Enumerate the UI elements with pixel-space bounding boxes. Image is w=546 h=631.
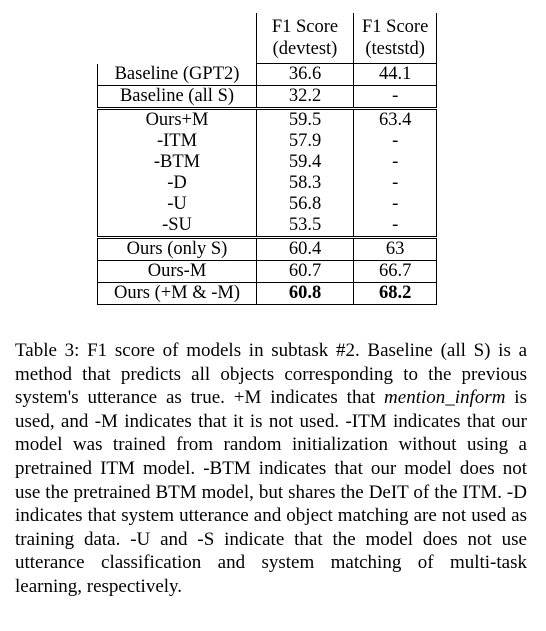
teststd-cell: - xyxy=(352,152,438,173)
table-row: Baseline (all S) 32.2 - xyxy=(97,85,438,109)
table-row: Ours (only S) 60.4 63 xyxy=(97,236,438,261)
devtest-cell: 36.6 xyxy=(256,63,354,86)
caption-text-part2: is used, and -M indicates that it is not… xyxy=(15,387,527,597)
header-cell-model xyxy=(98,13,257,64)
teststd-cell: - xyxy=(352,131,438,152)
model-name-cell: Ours-M xyxy=(97,260,257,283)
model-name-cell: -U xyxy=(97,194,257,215)
table-row: Baseline (GPT2) 36.6 44.1 xyxy=(97,63,438,86)
teststd-cell: - xyxy=(352,173,438,194)
header-devtest-line2: (devtest) xyxy=(272,39,338,59)
devtest-cell: 58.3 xyxy=(256,173,354,194)
model-name-cell: -D xyxy=(97,173,257,194)
devtest-cell: 60.4 xyxy=(256,236,354,261)
teststd-cell: 63.4 xyxy=(352,107,438,131)
header-cell-teststd: F1 Score (teststd) xyxy=(352,13,438,64)
teststd-cell: - xyxy=(352,85,438,109)
caption-text-part1: Table 3: F1 score of models in subtask #… xyxy=(15,340,527,409)
header-cell-devtest: F1 Score (devtest) xyxy=(256,13,354,64)
table-row: -ITM 57.9 - xyxy=(97,131,438,152)
teststd-cell-best: 68.2 xyxy=(352,282,438,305)
model-name-cell: -BTM xyxy=(97,152,257,173)
results-table: F1 Score (devtest) F1 Score (teststd) Ba… xyxy=(97,13,438,305)
teststd-cell: - xyxy=(352,194,438,215)
table-header-row: F1 Score (devtest) F1 Score (teststd) xyxy=(98,13,438,64)
devtest-cell: 59.5 xyxy=(256,107,354,131)
table-row-best: Ours (+M & -M) 60.8 68.2 xyxy=(97,282,438,305)
teststd-cell: 66.7 xyxy=(352,260,438,283)
model-name-cell: Ours (+M & -M) xyxy=(97,282,257,305)
model-name-cell: Ours (only S) xyxy=(97,236,257,261)
table-caption: Table 3: F1 score of models in subtask #… xyxy=(15,339,527,599)
table-row: -BTM 59.4 - xyxy=(97,152,438,173)
devtest-cell: 57.9 xyxy=(256,131,354,152)
devtest-cell: 53.5 xyxy=(256,215,354,238)
model-name-cell: -ITM xyxy=(97,131,257,152)
teststd-cell: 44.1 xyxy=(352,63,438,86)
caption-emphasis: mention_inform xyxy=(384,387,506,409)
table-row: Ours-M 60.7 66.7 xyxy=(97,260,438,283)
teststd-cell: 63 xyxy=(352,236,438,261)
teststd-cell: - xyxy=(352,215,438,238)
devtest-cell: 60.7 xyxy=(256,260,354,283)
model-name-cell: Ours+M xyxy=(97,107,257,131)
devtest-cell: 32.2 xyxy=(256,85,354,109)
devtest-cell-best: 60.8 xyxy=(256,282,354,305)
table-row: -U 56.8 - xyxy=(97,194,438,215)
model-name-cell: -SU xyxy=(97,215,257,238)
devtest-cell: 56.8 xyxy=(256,194,354,215)
devtest-cell: 59.4 xyxy=(256,152,354,173)
caption-paragraph: Table 3: F1 score of models in subtask #… xyxy=(15,339,527,599)
model-name-cell: Baseline (all S) xyxy=(97,85,257,109)
model-name-cell: Baseline (GPT2) xyxy=(97,63,257,86)
table-row: Ours+M 59.5 63.4 xyxy=(97,107,438,131)
header-teststd-line1: F1 Score xyxy=(362,17,429,37)
header-teststd-line2: (teststd) xyxy=(365,39,425,59)
header-devtest-line1: F1 Score xyxy=(271,17,339,37)
table-row: -D 58.3 - xyxy=(97,173,438,194)
table-row: -SU 53.5 - xyxy=(97,215,438,238)
